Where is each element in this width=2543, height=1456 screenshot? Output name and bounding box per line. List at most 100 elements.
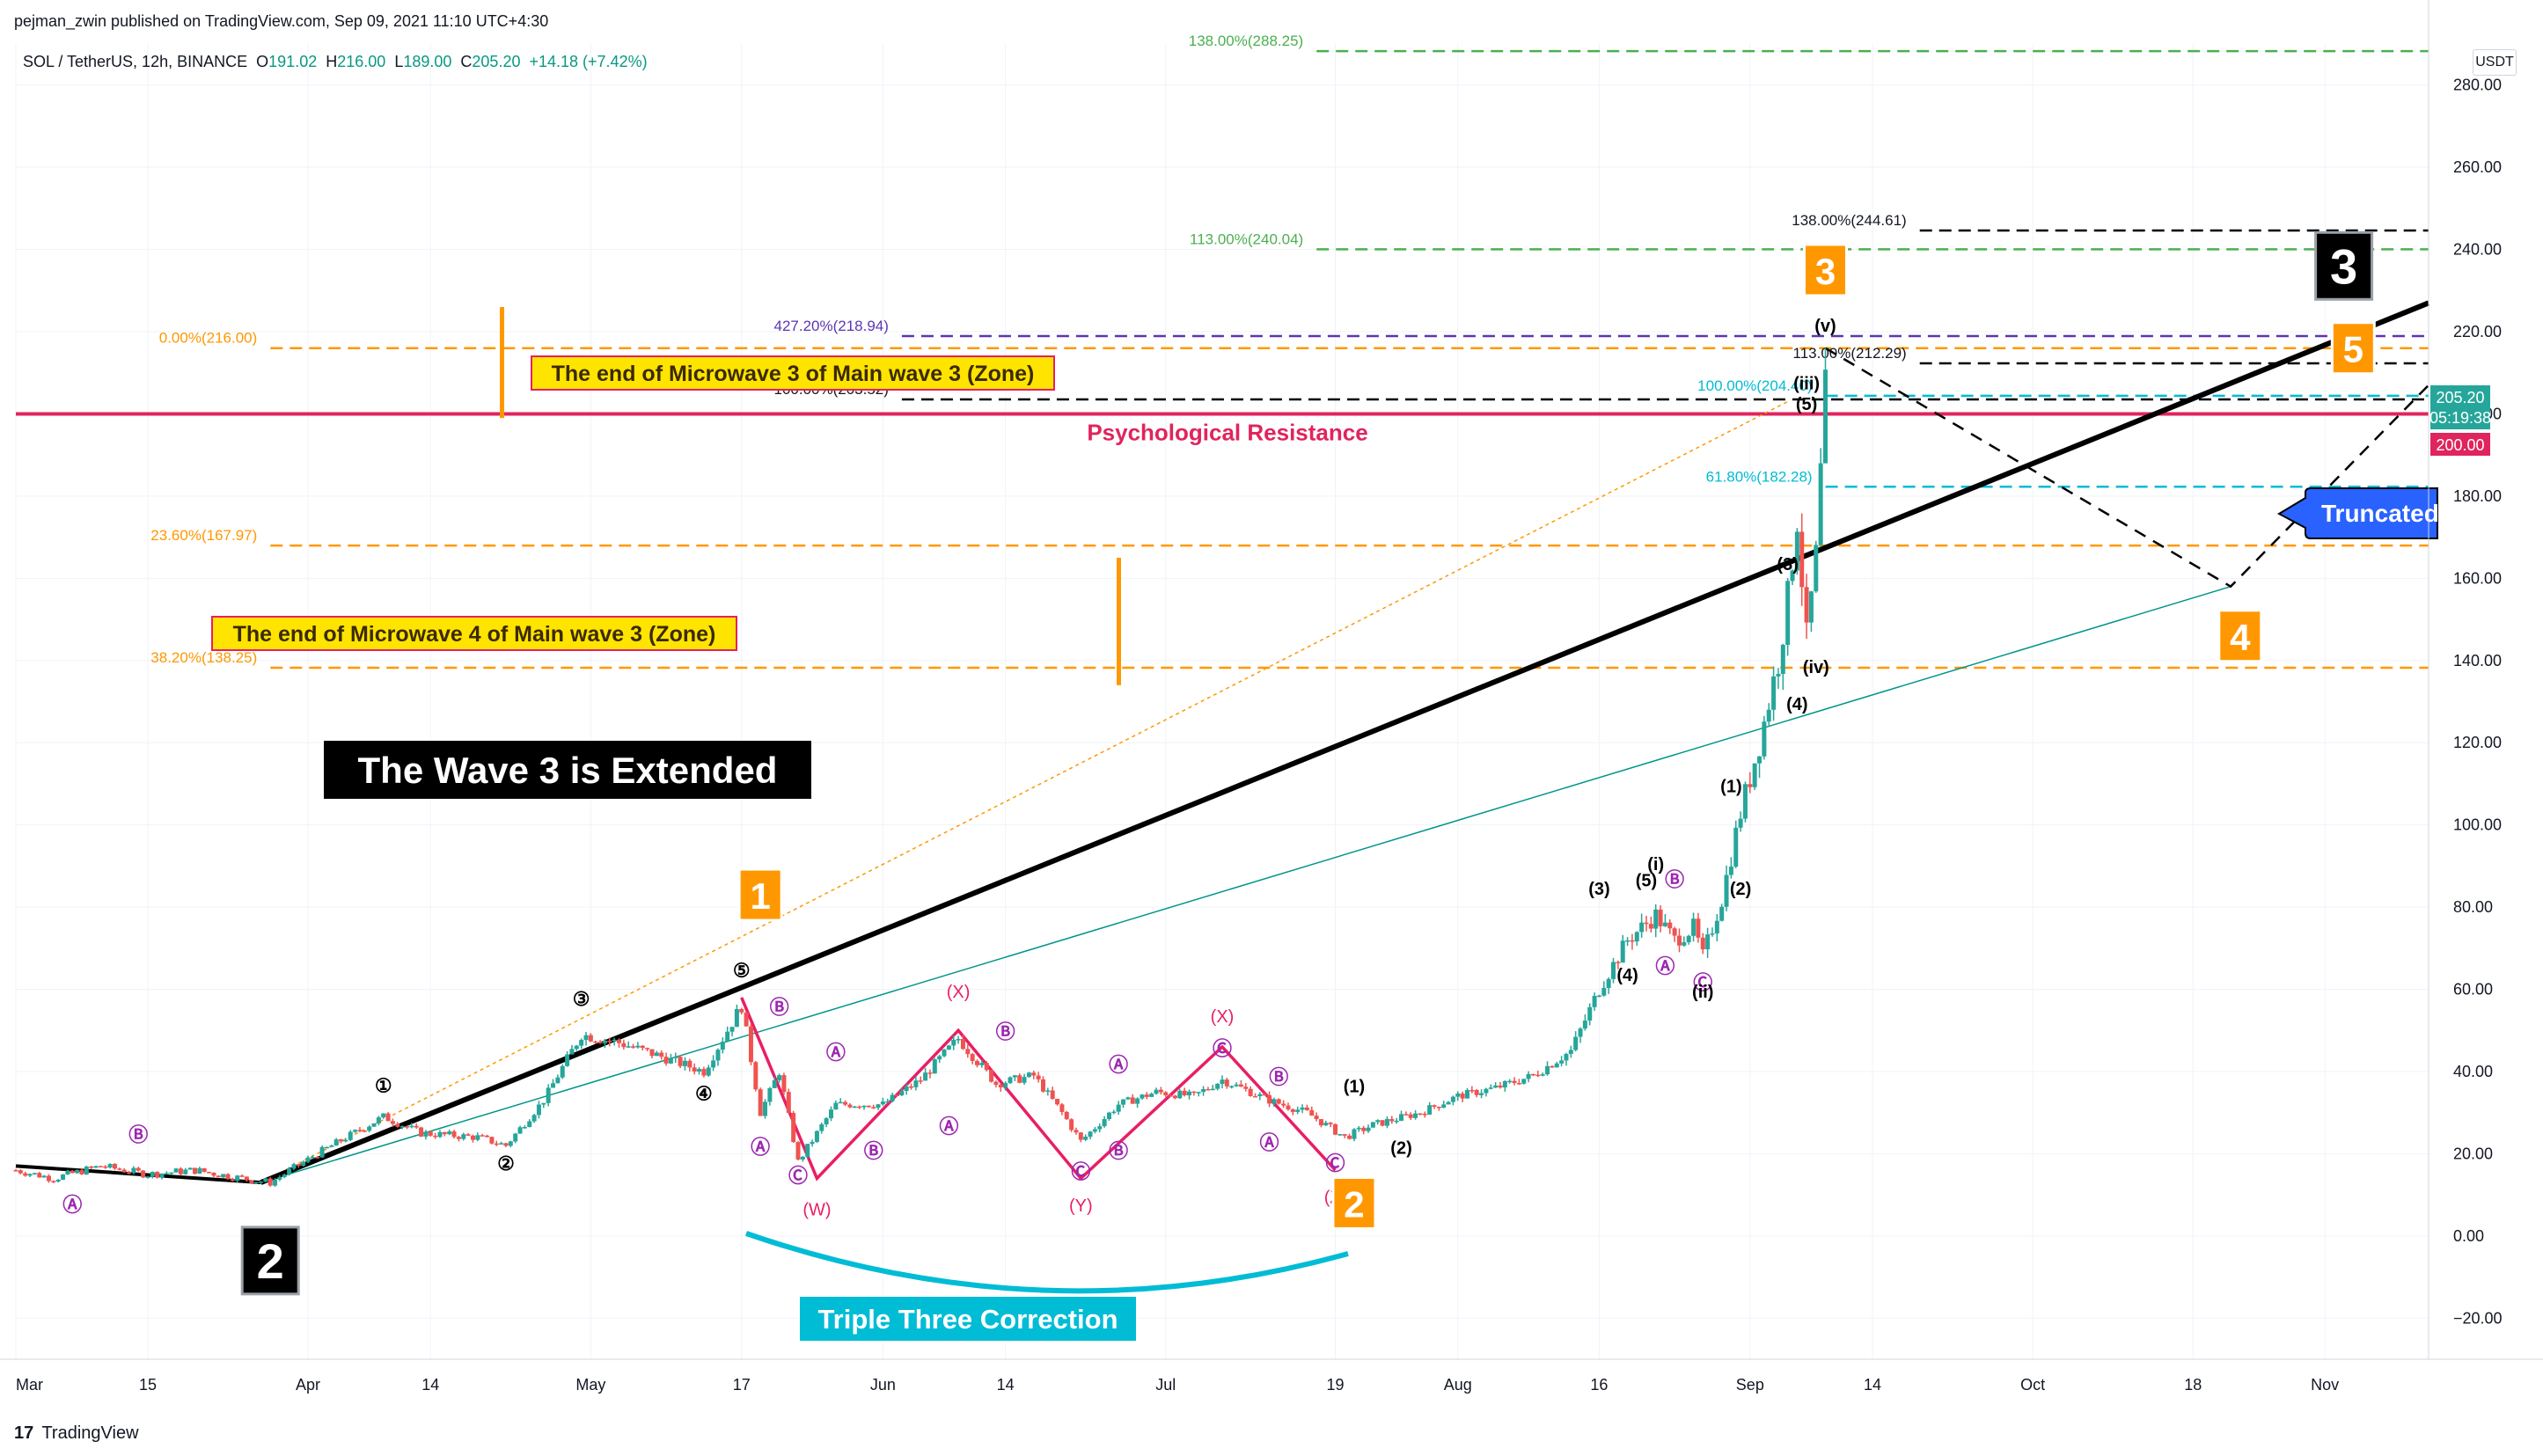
candle-body: [1564, 1053, 1569, 1061]
candle-body: [833, 1102, 839, 1110]
candle-body: [531, 1115, 537, 1122]
candle-body: [1172, 1095, 1177, 1099]
candle-body: [1710, 933, 1715, 935]
wave-label: (W): [802, 1200, 831, 1219]
wave-box-orange: [737, 867, 783, 922]
candle-body: [918, 1080, 923, 1082]
candle-body: [975, 1060, 980, 1065]
wave-2-line: [15, 1164, 261, 1185]
candle-body: [866, 1105, 871, 1108]
candle-body: [602, 1040, 607, 1043]
candle-body: [1267, 1094, 1272, 1104]
candle-body: [1587, 1006, 1593, 1021]
candle-body: [485, 1135, 490, 1138]
wave-label: Ⓐ: [1109, 1054, 1128, 1076]
symbol-legend[interactable]: SOL / TetherUS, 12h, BINANCE O191.02 H21…: [23, 53, 648, 71]
candle-body: [1493, 1085, 1499, 1088]
candle-body: [569, 1049, 575, 1055]
candle-body: [1252, 1095, 1257, 1098]
candle-body: [597, 1042, 603, 1043]
candle-body: [1337, 1134, 1343, 1136]
x-tick-label: Nov: [2311, 1376, 2339, 1394]
candle-body: [32, 1173, 37, 1174]
candle-body: [1003, 1083, 1008, 1088]
fib-level-label: 138.00%(288.25): [1189, 33, 1303, 49]
tradingview-logo-icon: 17: [14, 1423, 34, 1443]
candle-body: [843, 1101, 848, 1105]
candle-body: [55, 1179, 61, 1182]
candle-body: [1304, 1107, 1309, 1110]
candle-body: [1342, 1134, 1347, 1136]
candle-body: [1441, 1104, 1447, 1108]
wave-label: ④: [695, 1083, 713, 1105]
y-tick-label: 20.00: [2453, 1145, 2493, 1162]
wave-label: (1): [1720, 777, 1741, 796]
candle-body: [1559, 1060, 1565, 1064]
candle-body: [1399, 1114, 1404, 1121]
candle-body: [37, 1173, 42, 1178]
candle-body: [409, 1125, 414, 1128]
candle-body: [1234, 1084, 1239, 1087]
tradingview-footer[interactable]: 17 TradingView: [14, 1423, 139, 1444]
candle-body: [419, 1127, 424, 1137]
candle-body: [1686, 935, 1691, 943]
candle-body: [41, 1175, 47, 1178]
candle-body: [1682, 942, 1687, 946]
fib-level-label: 113.00%(240.04): [1190, 230, 1303, 247]
candle-body: [1601, 987, 1607, 996]
wave-box-label: 2: [257, 1233, 284, 1289]
triple-three-arc: [745, 1231, 1349, 1294]
candle-body: [678, 1057, 683, 1066]
candle-body: [353, 1130, 358, 1132]
candle-body: [1069, 1119, 1074, 1130]
candle-body: [1352, 1129, 1357, 1139]
y-tick-label: −20.00: [2453, 1309, 2503, 1327]
x-tick-label: 14: [1864, 1376, 1881, 1394]
wave-label: Ⓐ: [826, 1042, 846, 1064]
wave-label: (4): [1786, 695, 1807, 714]
candle-body: [1799, 531, 1805, 588]
candle-body: [692, 1067, 697, 1072]
candle-body: [1436, 1107, 1441, 1108]
candle-body: [527, 1121, 532, 1128]
candle-body: [333, 1139, 339, 1146]
candle-body: [555, 1077, 561, 1084]
candle-body: [1696, 918, 1701, 938]
candle-body: [758, 1089, 763, 1116]
extended-annotation-text: The Wave 3 is Extended: [358, 750, 778, 791]
candle-body: [517, 1127, 523, 1134]
candle-body: [65, 1170, 70, 1175]
candle-body: [659, 1052, 664, 1057]
candle-body: [937, 1056, 942, 1060]
currency-button[interactable]: USDT: [2473, 49, 2517, 76]
candle-body: [932, 1059, 937, 1074]
candle-body: [546, 1087, 551, 1103]
candle-body: [258, 1182, 263, 1183]
candle-body: [1309, 1109, 1315, 1116]
wave-label: Ⓐ: [939, 1116, 958, 1138]
wave-label: Ⓒ: [1693, 972, 1712, 994]
candle-body: [447, 1131, 452, 1135]
wave-label: Ⓑ: [1109, 1140, 1128, 1162]
candle-body: [461, 1134, 466, 1139]
candle-body: [1182, 1090, 1187, 1096]
level-price-tag: [2430, 433, 2490, 456]
wave-label: ②: [497, 1152, 515, 1174]
wave-label: Ⓑ: [996, 1021, 1015, 1043]
candle-body: [1545, 1065, 1550, 1075]
low-value: 189.00: [403, 53, 452, 70]
y-tick-label: 220.00: [2453, 323, 2502, 340]
candle-body: [1135, 1098, 1140, 1104]
wave-box-orange: [1803, 243, 1848, 297]
candle-body: [1314, 1116, 1319, 1120]
candle-body: [1206, 1088, 1211, 1091]
y-tick-label: 100.00: [2453, 816, 2502, 834]
candle-body: [1248, 1088, 1253, 1096]
wave-label: Ⓒ: [1071, 1160, 1090, 1182]
zone4-annotation-text: The end of Microwave 4 of Main wave 3 (Z…: [233, 622, 716, 647]
candle-body: [287, 1168, 292, 1175]
candle-body: [1286, 1105, 1291, 1110]
wave-box-label: 4: [2230, 617, 2251, 658]
candle-body: [1550, 1065, 1555, 1068]
